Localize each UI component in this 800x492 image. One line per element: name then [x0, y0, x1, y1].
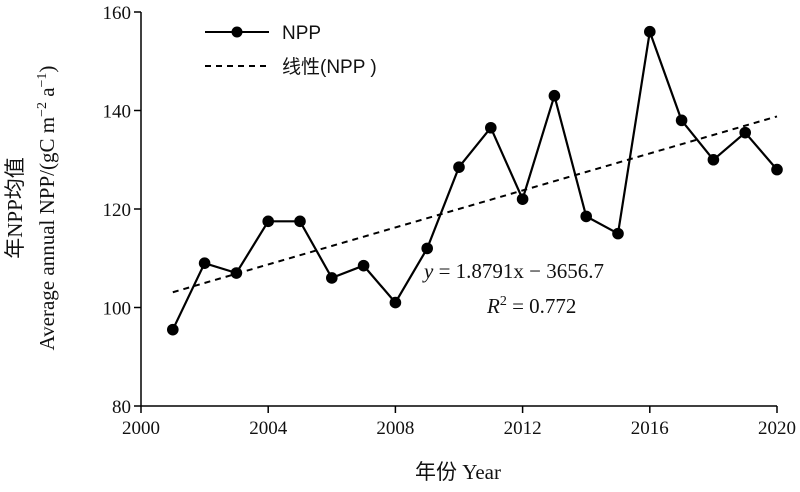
ylabel-sup1: −2	[35, 102, 50, 117]
y-tick-label: 160	[103, 3, 132, 24]
regression-equation: y = 1.8791x − 3656.7	[422, 259, 604, 283]
npp-series-line	[171, 31, 778, 331]
npp-data-point	[771, 163, 783, 176]
x-tick-label: 2016	[631, 418, 669, 439]
y-tick-label: 100	[103, 299, 132, 320]
x-tick-label: 2008	[376, 418, 414, 439]
ylabel-sup2: −1	[35, 73, 50, 88]
npp-data-point	[548, 89, 561, 102]
x-tick-label: 2000	[122, 418, 160, 439]
y-tick-label: 120	[103, 200, 132, 221]
trendline-layer	[172, 115, 778, 294]
x-tick-label: 2012	[504, 418, 542, 439]
y-axis-title-line1: 年NPP均值	[3, 157, 27, 259]
npp-data-point	[707, 153, 720, 166]
trend-line	[172, 115, 778, 294]
ylabel-main: Average annual NPP/(gC m	[35, 117, 59, 350]
ylabel-end: )	[35, 66, 59, 73]
npp-data-point	[389, 296, 402, 309]
npp-series-layer	[167, 25, 783, 336]
npp-data-point	[421, 242, 434, 255]
npp-data-point	[644, 25, 656, 38]
y-tick-label: 140	[103, 102, 132, 123]
legend-npp-marker	[231, 26, 243, 38]
legend-trend-label: 线性(NPP )	[282, 56, 377, 78]
x-tick-label: 2004	[249, 418, 288, 439]
legend-npp-label: NPP	[282, 23, 321, 44]
npp-data-point	[453, 161, 465, 173]
npp-data-point	[167, 323, 179, 336]
npp-data-point	[580, 210, 592, 223]
r2-var: R	[486, 294, 500, 318]
x-axis-title: 年份 Year	[415, 460, 501, 484]
npp-data-point	[739, 126, 751, 139]
npp-data-point	[516, 193, 529, 205]
r2-rest: = 0.772	[507, 294, 577, 318]
npp-data-point	[294, 215, 306, 228]
y-tick-label: 80	[112, 397, 131, 418]
npp-data-point	[262, 215, 275, 228]
npp-data-point	[230, 267, 243, 279]
npp-data-point	[612, 227, 624, 240]
npp-data-point	[675, 114, 688, 127]
y-ticks: 80 100 120 140 160	[103, 3, 141, 418]
x-tick-label: 2020	[758, 418, 796, 439]
ylabel-mid: a	[35, 87, 59, 102]
legend: NPP 线性(NPP )	[205, 23, 377, 78]
equation-rest: = 1.8791x − 3656.7	[433, 259, 604, 283]
npp-data-point	[357, 259, 370, 272]
npp-data-point	[326, 272, 338, 284]
npp-data-point	[198, 257, 211, 269]
npp-data-point	[485, 121, 497, 134]
equation-var: y	[422, 259, 434, 283]
r-squared: R2 = 0.772	[486, 294, 576, 318]
x-ticks: 2000 2004 2008 2012 2016 2020	[122, 406, 796, 439]
r2-sup: 2	[500, 294, 507, 309]
y-axis-title-line2: Average annual NPP/(gC m−2 a−1)	[35, 66, 59, 351]
